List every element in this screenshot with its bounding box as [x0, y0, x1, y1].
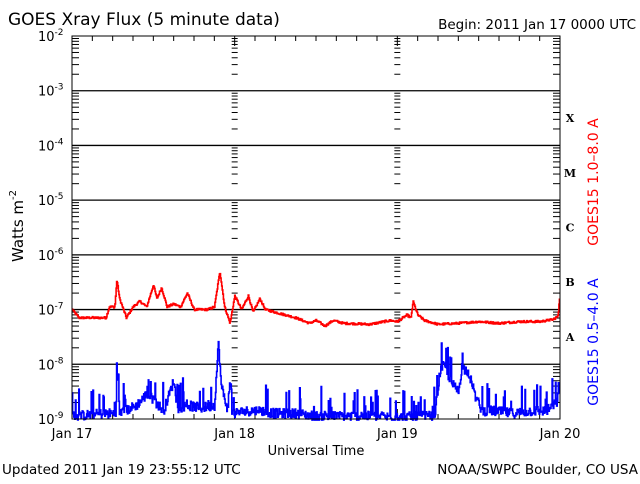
flare-class-labels: X M C B A [564, 112, 576, 344]
series-line-short [71, 340, 561, 421]
flare-class-label: C [566, 222, 575, 235]
y-tick-exponent: -8 [55, 356, 64, 366]
y-tick-label: 10-2 [38, 28, 64, 45]
plot-grid [71, 36, 561, 419]
y-tick-exponent: -5 [55, 192, 64, 202]
series-group [71, 272, 561, 421]
x-axis-label: Universal Time [268, 444, 365, 459]
legend-short-channel: GOES15 0.5–4.0 A [586, 278, 602, 406]
updated-timestamp: Updated 2011 Jan 19 23:55:12 UTC [2, 462, 241, 478]
y-tick-exponent: -3 [55, 83, 64, 93]
chart-title: GOES Xray Flux (5 minute data) [8, 10, 280, 30]
y-tick-exponent: -9 [55, 411, 64, 421]
y-tick-exponent: -4 [55, 137, 64, 147]
y-axis-label: Watts m-2 [8, 190, 27, 262]
x-tick-labels: Jan 17 Jan 18 Jan 19 Jan 20 [51, 427, 581, 442]
x-tick-label: Jan 17 [51, 427, 93, 442]
y-tick-label: 10-7 [38, 302, 64, 319]
flare-class-label: A [565, 331, 575, 344]
y-axis-label-exponent: -2 [8, 190, 19, 200]
y-tick-label: 10-3 [38, 83, 64, 100]
y-tick-exponent: -7 [55, 302, 64, 312]
y-tick-labels: 10-2 10-3 10-4 10-5 10-6 10-7 10-8 10-9 [38, 28, 64, 428]
y-axis-label-text: Watts m [9, 200, 27, 262]
flare-class-label: B [565, 276, 574, 289]
y-tick-label: 10-6 [38, 247, 64, 264]
plot-frame [71, 35, 561, 420]
series-line-long [71, 272, 561, 328]
y-tick-label: 10-4 [38, 137, 64, 154]
x-tick-label: Jan 19 [376, 427, 418, 442]
y-tick-label: 10-9 [38, 411, 64, 428]
legend-long-channel: GOES15 1.0–8.0 A [586, 118, 602, 246]
y-tick-exponent: -6 [55, 247, 64, 257]
x-tick-label: Jan 18 [213, 427, 255, 442]
data-source: NOAA/SWPC Boulder, CO USA [437, 462, 639, 478]
x-tick-label: Jan 20 [539, 427, 581, 442]
begin-label: Begin: 2011 Jan 17 0000 UTC [438, 17, 636, 33]
flare-class-label: M [564, 167, 576, 180]
y-tick-label: 10-5 [38, 192, 64, 209]
y-tick-exponent: -2 [55, 28, 64, 38]
y-tick-label: 10-8 [38, 356, 64, 373]
flare-class-label: X [566, 112, 575, 125]
